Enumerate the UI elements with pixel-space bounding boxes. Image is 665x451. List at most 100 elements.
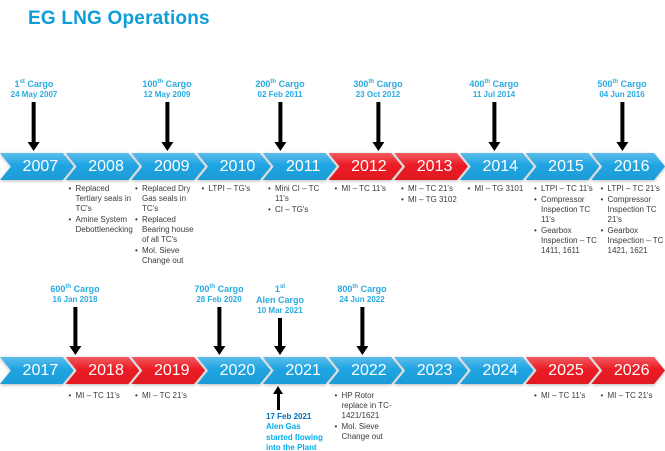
bullet-item: • LTPI – TC 11's — [534, 184, 598, 194]
bullet-item: • MI – TC 21's — [401, 184, 465, 194]
timeline-band-bottom: 2017 2018 2019 2020 2021 2022 2023 2024 2025 2026 — [0, 357, 665, 384]
bullet-text: Gearbox Inspection – TC 1421, 1621 — [607, 226, 664, 255]
year-segment-2023: 2023 — [394, 357, 468, 384]
bullet-item: • Replaced Tertiary seals in TC's — [69, 184, 133, 214]
bullet-text: Mol. Sieve Change out — [142, 246, 184, 265]
arrow-stem — [492, 102, 496, 142]
bullet-dot-icon: • — [201, 184, 205, 193]
milestone-date: 28 Feb 2020 — [196, 294, 242, 304]
year-label: 2015 — [548, 157, 584, 175]
bullet-text: MI – TC 11's — [75, 391, 120, 400]
slide-title: EG LNG Operations — [28, 8, 210, 29]
bullet-item: • MI – TC 11's — [69, 391, 133, 401]
down-arrow-icon — [161, 102, 173, 151]
bullet-dot-icon: • — [600, 184, 604, 193]
milestone-label: 300th Cargo — [353, 79, 403, 89]
milestone-label: 500th Cargo — [597, 79, 647, 89]
milestone-bottom-3: 800th Cargo 24 Jun 2022 — [337, 284, 387, 355]
bullet-item: • Replaced Dry Gas seals in TC's — [135, 184, 199, 214]
arrow-head — [161, 142, 173, 151]
arrow-stem — [276, 394, 280, 410]
year-segment-2011: 2011 — [263, 153, 337, 180]
bullet-text: MI – TC 21's — [408, 184, 453, 193]
down-arrow-icon — [213, 307, 225, 355]
year-label: 2011 — [285, 157, 321, 175]
arrow-head — [488, 142, 500, 151]
milestone-label: Alen Cargo — [255, 294, 305, 305]
year-bullets-2022: • HP Rotor replace in TC-1421/1621 • Mol. S… — [335, 391, 399, 443]
arrow-stem — [620, 102, 624, 142]
bullet-text: LTPI – TC 21's — [607, 184, 660, 193]
year-label: 2009 — [153, 157, 190, 175]
milestone-label: 1st Cargo — [14, 79, 54, 89]
bullet-text: Replaced Tertiary seals in TC's — [75, 184, 132, 213]
bullet-dot-icon: • — [135, 391, 138, 400]
year-segment-2014: 2014 — [460, 153, 534, 180]
year-segment-2009: 2009 — [131, 153, 205, 180]
bullet-dot-icon: • — [135, 246, 138, 255]
bullet-text: Replaced Dry Gas seals in TC's — [142, 184, 191, 213]
milestone-label: 700th Cargo — [194, 284, 244, 294]
bullet-item: • Mol. Sieve Change out — [335, 422, 399, 442]
milestone-bottom-1: 700th Cargo 28 Feb 2020 — [194, 284, 244, 355]
bullet-item: • Amine System Debottlenecking — [69, 215, 133, 235]
down-arrow-icon — [488, 102, 500, 151]
bullet-item: • CI – TG's — [268, 205, 332, 215]
year-label: 2026 — [613, 361, 650, 379]
milestone-date: 23 Oct 2012 — [355, 89, 401, 99]
bullet-text: MI – TC 21's — [142, 391, 187, 400]
bullet-item: • Gearbox Inspection – TC 1421, 1621 — [601, 226, 665, 256]
milestone-date: 16 Jan 2018 — [52, 294, 98, 304]
bullet-text: MI – TC 11's — [541, 391, 586, 400]
bullet-item: • Replaced Bearing house of all TC's — [135, 215, 199, 245]
bullet-dot-icon: • — [68, 215, 72, 224]
bullet-text: MI – TC 21's — [607, 391, 653, 400]
bullet-dot-icon: • — [68, 391, 72, 400]
year-segment-2017: 2017 — [0, 357, 74, 384]
bullet-item: • MI – TC 11's — [335, 184, 399, 194]
year-label: 2007 — [22, 157, 59, 175]
bullet-item: • Gearbox Inspection – TC 1411, 1611 — [534, 226, 598, 256]
year-segment-2022: 2022 — [329, 357, 403, 384]
milestone-date: 04 Jun 2016 — [599, 89, 645, 99]
year-bullets-2013: • MI – TC 21's • MI – TG 3102 — [401, 184, 465, 206]
annotation-line: into the Plant — [266, 443, 317, 451]
bullet-text: Mol. Sieve Change out — [341, 422, 383, 441]
bullet-item: • MI – TG 3102 — [401, 195, 465, 205]
year-label: 2021 — [285, 361, 321, 379]
year-bullets-2010: • LTPI – TG's — [202, 184, 266, 195]
milestone-date: 24 Jun 2022 — [339, 294, 385, 304]
arrow-stem — [360, 307, 364, 346]
year-segment-2018: 2018 — [66, 357, 140, 384]
bullet-dot-icon: • — [600, 391, 604, 400]
bullet-text: Mini CI – TC 11's — [275, 184, 320, 203]
arrow-head — [213, 346, 225, 355]
year-segment-2008: 2008 — [66, 153, 140, 180]
bullet-dot-icon: • — [334, 422, 338, 431]
arrow-stem — [165, 102, 169, 142]
year-label: 2023 — [416, 361, 453, 379]
bullet-dot-icon: • — [534, 391, 537, 400]
year-label: 2013 — [416, 157, 453, 175]
arrow-stem — [31, 102, 36, 142]
bullet-text: CI – TG's — [275, 205, 309, 214]
year-bullets-2015: • LTPI – TC 11's • Compressor Inspection TC… — [534, 184, 598, 257]
bullet-item: • HP Rotor replace in TC-1421/1621 — [335, 391, 399, 421]
annotation-alen-gas: 17 Feb 2021 Alen Gas started flowing into t… — [266, 386, 323, 451]
year-segment-2025: 2025 — [526, 357, 600, 384]
arrow-stem — [73, 307, 77, 346]
year-segment-2007: 2007 — [0, 153, 74, 180]
milestone-top-2: 200th Cargo 02 Feb 2011 — [255, 79, 305, 151]
year-segment-2020: 2020 — [197, 357, 271, 384]
milestone-date: 24 May 2007 — [10, 89, 58, 99]
bullet-dot-icon: • — [268, 184, 271, 193]
arrow-stem — [376, 102, 380, 142]
bullet-dot-icon: • — [135, 184, 138, 193]
bullet-dot-icon: • — [600, 226, 604, 235]
bullet-item: • MI – TC 21's — [135, 391, 199, 401]
year-bullets-2011: • Mini CI – TC 11's • CI – TG's — [268, 184, 332, 216]
year-bullets-2016: • LTPI – TC 21's • Compressor Inspection TC… — [601, 184, 665, 257]
bullet-item: • Mol. Sieve Change out — [135, 246, 199, 266]
bullet-text: MI – TG 3102 — [408, 195, 457, 204]
